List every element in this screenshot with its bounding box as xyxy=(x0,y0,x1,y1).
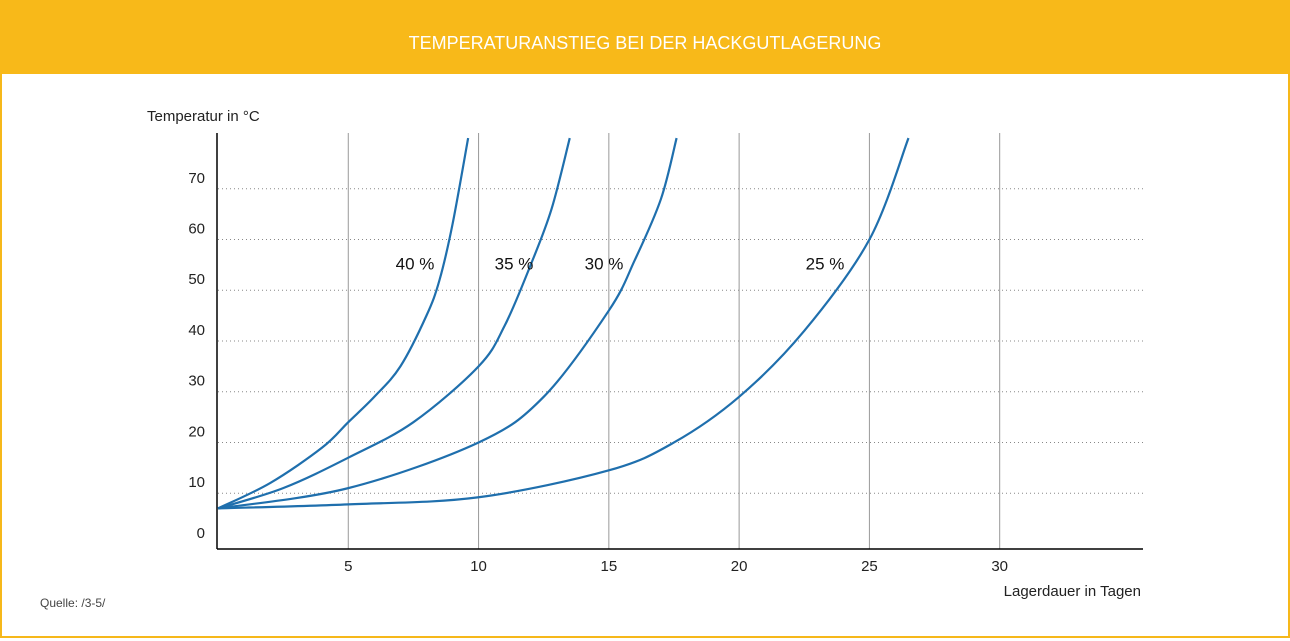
x-tick-label: 5 xyxy=(344,558,352,575)
x-tick-label: 15 xyxy=(601,558,618,575)
line xyxy=(217,137,571,510)
header-bar xyxy=(0,0,1290,74)
y-tick-label: 30 xyxy=(188,373,205,390)
series-label: 30 % xyxy=(585,254,624,273)
x-tick-label: 25 xyxy=(861,558,878,575)
x-axis-label: Lagerdauer in Tagen xyxy=(1004,583,1141,600)
y-tick-label: 60 xyxy=(188,221,205,238)
y-tick-label: 10 xyxy=(188,474,205,491)
y-axis-label: Temperatur in °C xyxy=(147,108,260,125)
y-tick-label: 40 xyxy=(188,322,205,339)
series-label: 40 % xyxy=(396,254,435,273)
chart-title: TEMPERATURANSTIEG BEI DER HACKGUTLAGERUN… xyxy=(409,33,882,53)
y-tick-label: 50 xyxy=(188,271,205,288)
y-tick-label: 20 xyxy=(188,423,205,440)
source: Quelle: /3-5/ xyxy=(40,596,106,610)
series-label: 35 % xyxy=(495,254,534,273)
line xyxy=(217,137,910,510)
line xyxy=(217,137,470,510)
y-tick-label: 70 xyxy=(188,170,205,187)
x-tick-label: 20 xyxy=(731,558,748,575)
y-tick-label: 0 xyxy=(197,525,205,542)
x-tick-label: 10 xyxy=(470,558,487,575)
series-label: 25 % xyxy=(806,254,845,273)
line xyxy=(217,137,678,510)
x-tick-label: 30 xyxy=(991,558,1008,575)
